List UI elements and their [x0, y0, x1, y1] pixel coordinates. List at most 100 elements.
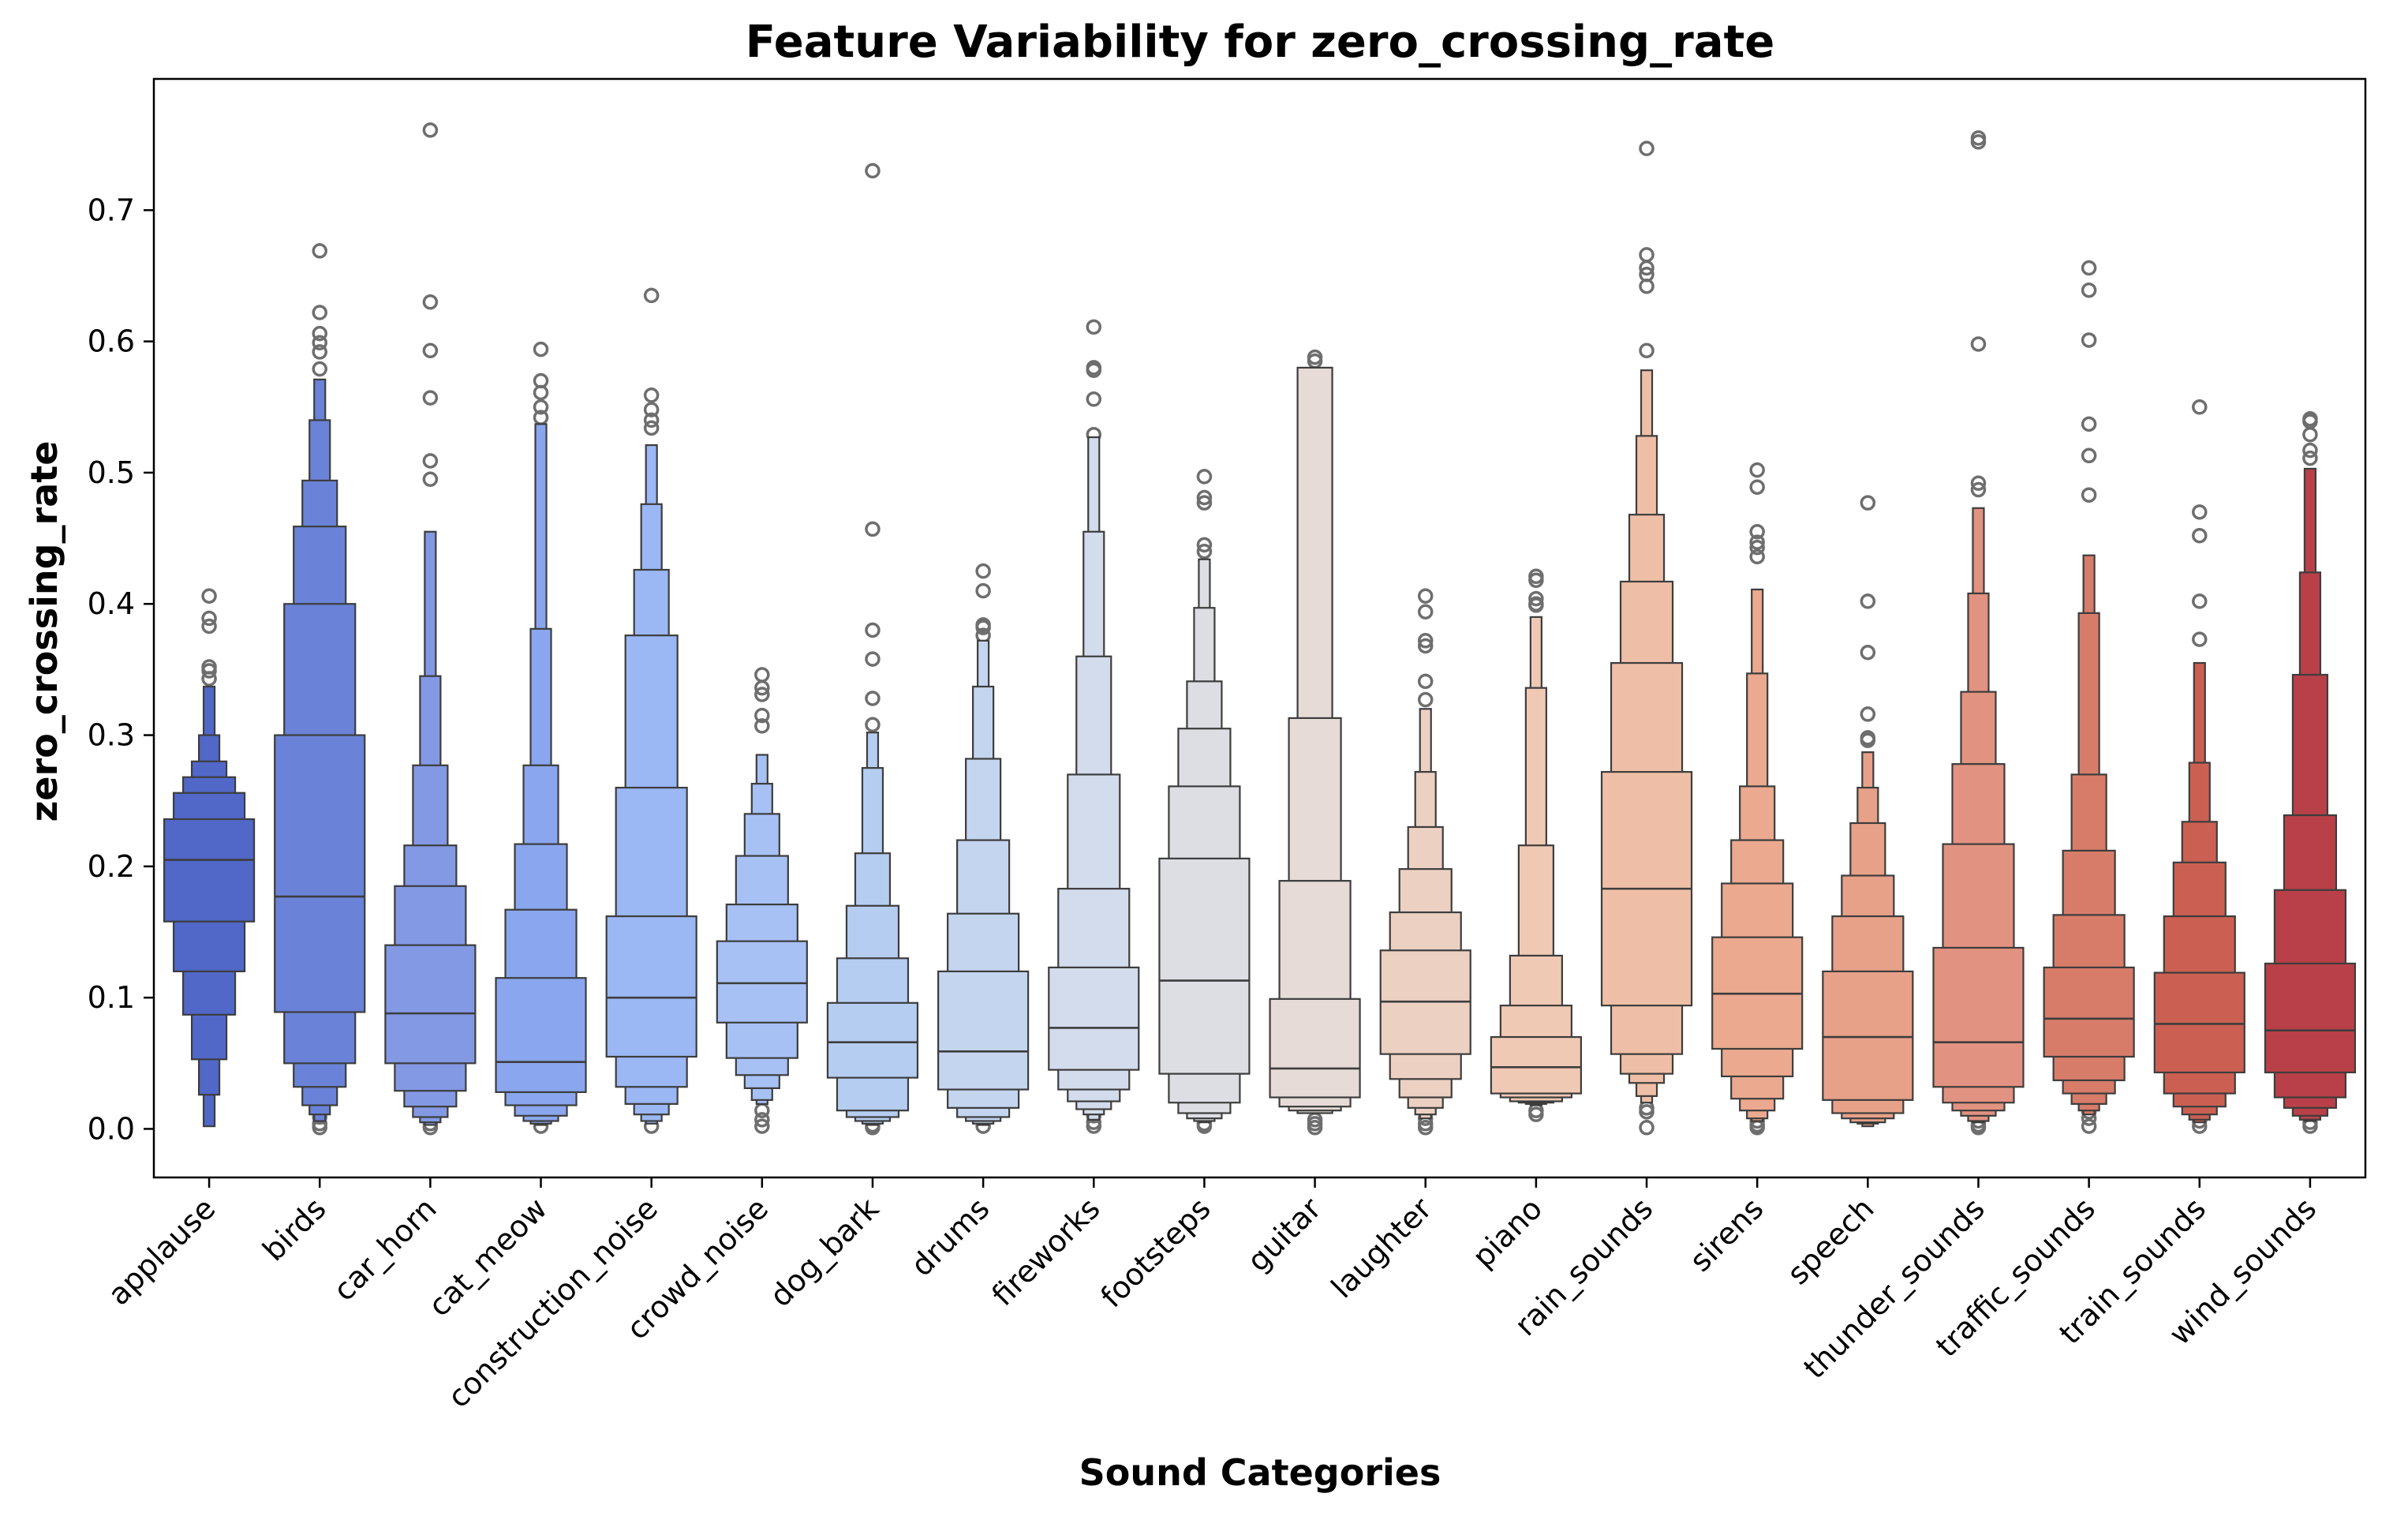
outlier-point [422, 343, 439, 359]
outlier-point [1086, 319, 1102, 335]
outlier-point [1639, 343, 1655, 359]
outlier-point [865, 651, 881, 667]
boxen-group-crowd_noise [716, 667, 808, 1134]
outlier-point [1860, 495, 1876, 511]
boxen-group-dog_bark [826, 163, 919, 1136]
outlier-point [975, 582, 991, 599]
chart-title: Feature Variability for zero_crossing_ra… [746, 17, 1774, 68]
boxen-box-level-1 [163, 818, 256, 923]
outlier-point [2081, 487, 2097, 503]
boxen-box-level-1 [1269, 998, 1361, 1099]
outlier-point [1749, 548, 1765, 565]
outlier-point [865, 717, 881, 732]
y-tick-label: 0.6 [88, 324, 135, 359]
outlier-point [1417, 673, 1434, 690]
y-tick-label: 0.0 [88, 1111, 135, 1146]
outlier-point [1196, 537, 1213, 553]
boxen-box-level-1 [2043, 966, 2135, 1058]
boxen-box-level-1 [495, 977, 587, 1093]
y-tick-label: 0.7 [88, 193, 135, 227]
outlier-point [1860, 706, 1876, 722]
outlier-point [1196, 495, 1213, 511]
plot-frame [152, 77, 2367, 1179]
outlier-point [312, 344, 327, 360]
outlier-point [1749, 524, 1765, 540]
boxen-group-cat_meow [495, 341, 587, 1134]
outlier-point [201, 618, 217, 634]
x-tick-label: speech [1781, 1191, 1881, 1291]
y-tick-label: 0.3 [88, 718, 135, 753]
boxen-box-level-1 [1932, 946, 2025, 1088]
outlier-point [754, 687, 770, 702]
outlier-point [1639, 247, 1655, 263]
outlier-point [1860, 732, 1876, 748]
outlier-point [1196, 543, 1213, 560]
outlier-point [865, 521, 881, 537]
outlier-point [1086, 362, 1102, 378]
outlier-point [1307, 1120, 1323, 1136]
boxen-group-traffic_sounds [2043, 260, 2135, 1134]
x-tick-label: birds [256, 1191, 332, 1267]
boxen-box-level-1 [1158, 857, 1251, 1075]
x-axis: applause birdscar_horncat_meowconstructio… [101, 1177, 2323, 1414]
outlier-point [975, 620, 991, 635]
outlier-point [2192, 399, 2208, 415]
outlier-point [2081, 1118, 2097, 1134]
boxen-box-level-1 [2153, 971, 2245, 1074]
outlier-point [201, 588, 217, 605]
outlier-point [754, 1118, 770, 1134]
outlier-point [1970, 481, 1987, 498]
boxen-group-construction_noise [605, 287, 697, 1134]
outlier-point [2302, 426, 2318, 443]
boxen-group-piano [1490, 568, 1582, 1122]
outlier-point [422, 122, 439, 138]
outlier-point [2081, 332, 2097, 348]
outlier-point [2081, 416, 2097, 432]
outlier-point [1970, 336, 1987, 352]
x-tick-label: dog_bark [763, 1191, 885, 1313]
outlier-point [1417, 691, 1434, 708]
outlier-point [2302, 450, 2318, 466]
outlier-point [754, 707, 770, 724]
boxen-group-rain_sounds [1600, 140, 1693, 1136]
outlier-point [754, 679, 770, 696]
outlier-point [2302, 442, 2318, 459]
outlier-point [422, 390, 439, 406]
outlier-point [754, 1112, 770, 1128]
outlier-point [1417, 588, 1434, 605]
outlier-point [312, 243, 327, 259]
x-tick-label: sirens [1683, 1191, 1770, 1278]
outlier-point [312, 335, 327, 351]
outlier-point [643, 287, 660, 304]
outlier-point [1528, 590, 1544, 607]
outlier-point [312, 325, 327, 342]
boxen-group-drums [937, 563, 1030, 1134]
boxen-box-level-1 [1048, 966, 1140, 1071]
boxen-group-car_horn [384, 122, 477, 1136]
y-tick-label: 0.5 [88, 455, 135, 490]
outlier-point [865, 163, 881, 179]
boxen-group-thunder_sounds [1932, 130, 2025, 1136]
outlier-point [1196, 489, 1213, 506]
outlier-point [312, 305, 327, 320]
outlier-point [1970, 475, 1987, 491]
outlier-point [1749, 534, 1765, 550]
x-tick-label: footsteps [1094, 1191, 1217, 1314]
x-tick-label: construction_noise [441, 1191, 664, 1414]
x-tick-label: drums [904, 1191, 996, 1282]
boxen-box-level-1 [716, 940, 808, 1024]
outlier-point [312, 361, 327, 377]
outlier-point [865, 622, 881, 638]
outlier-point [1417, 633, 1434, 649]
outlier-point [201, 671, 217, 687]
y-tick-label: 0.1 [88, 980, 135, 1015]
x-tick-label: piano [1466, 1191, 1550, 1275]
outlier-point [533, 399, 549, 415]
x-tick-label: fireworks [985, 1191, 1107, 1312]
outlier-point [1639, 140, 1655, 156]
boxen-box-level-1 [2264, 962, 2357, 1074]
outlier-point [1528, 572, 1544, 589]
x-tick-label: applause [101, 1191, 222, 1312]
